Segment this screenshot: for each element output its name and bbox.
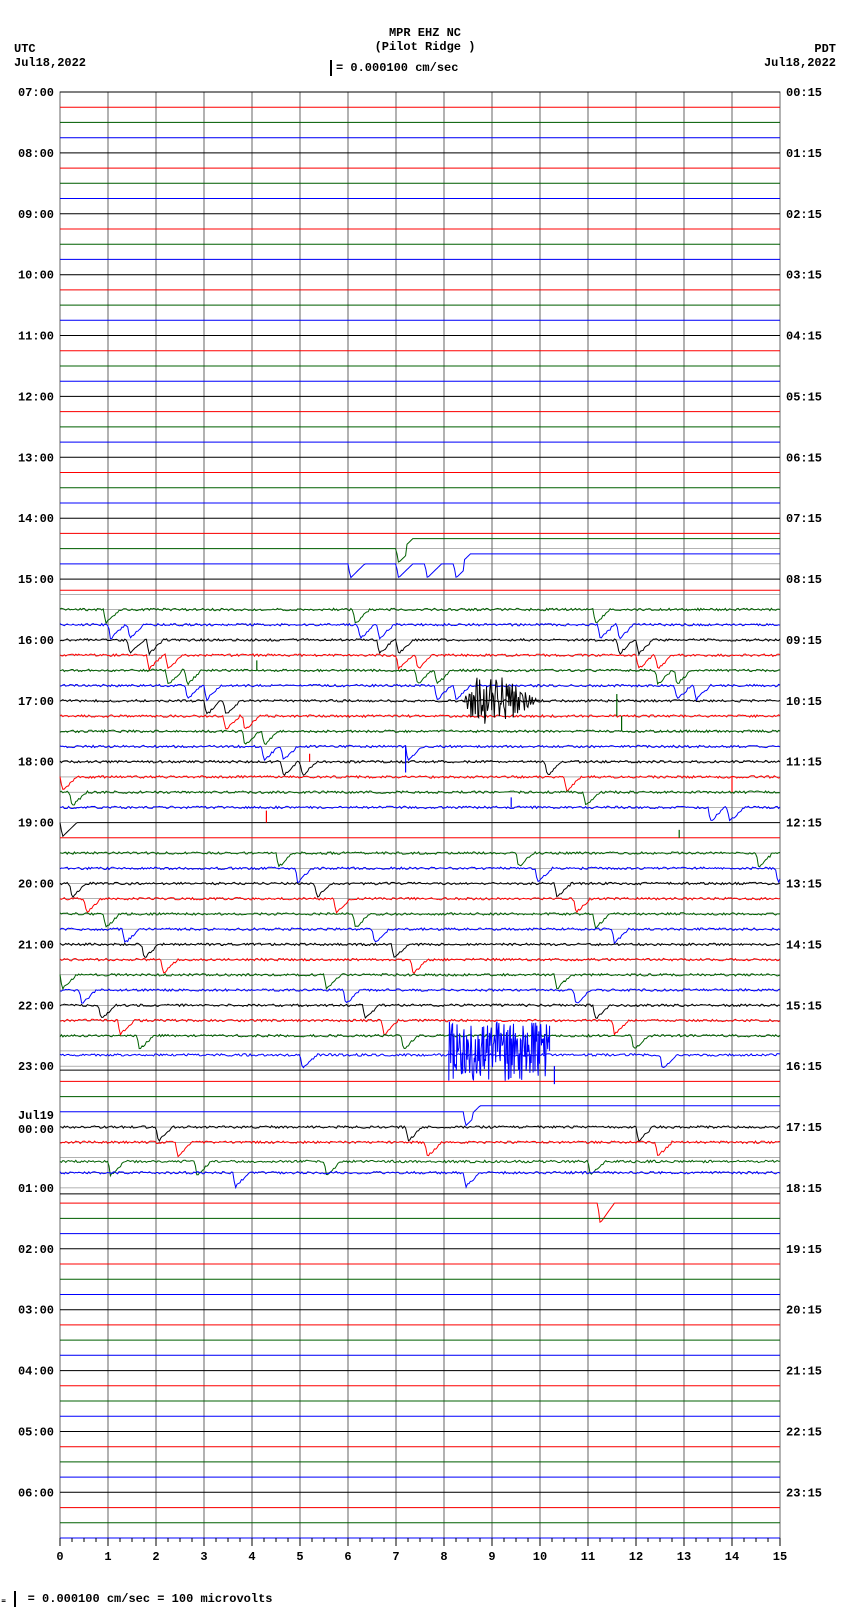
svg-text:22:00: 22:00 <box>18 999 54 1013</box>
svg-text:19:15: 19:15 <box>786 1243 822 1257</box>
footer-scale: ₌ = 0.000100 cm/sec = 100 microvolts <box>0 1591 272 1607</box>
svg-text:23:15: 23:15 <box>786 1486 822 1500</box>
svg-text:18:15: 18:15 <box>786 1182 822 1196</box>
svg-text:10:15: 10:15 <box>786 695 822 709</box>
svg-text:08:00: 08:00 <box>18 147 54 161</box>
svg-text:15:15: 15:15 <box>786 999 822 1013</box>
svg-text:19:00: 19:00 <box>18 817 54 831</box>
svg-text:21:00: 21:00 <box>18 938 54 952</box>
svg-text:11:15: 11:15 <box>786 756 822 770</box>
svg-text:20:15: 20:15 <box>786 1304 822 1318</box>
svg-text:09:15: 09:15 <box>786 634 822 648</box>
svg-text:15: 15 <box>773 1550 787 1564</box>
svg-text:0: 0 <box>56 1550 63 1564</box>
svg-text:16:00: 16:00 <box>18 634 54 648</box>
svg-text:01:15: 01:15 <box>786 147 822 161</box>
svg-text:05:15: 05:15 <box>786 390 822 404</box>
svg-text:10: 10 <box>533 1550 547 1564</box>
svg-text:13:15: 13:15 <box>786 877 822 891</box>
svg-text:01:00: 01:00 <box>18 1182 54 1196</box>
svg-text:14:00: 14:00 <box>18 512 54 526</box>
svg-text:03:00: 03:00 <box>18 1304 54 1318</box>
svg-text:00:15: 00:15 <box>786 86 822 100</box>
svg-text:3: 3 <box>200 1550 207 1564</box>
svg-text:07:15: 07:15 <box>786 512 822 526</box>
svg-text:07:00: 07:00 <box>18 86 54 100</box>
svg-text:18:00: 18:00 <box>18 756 54 770</box>
svg-text:17:00: 17:00 <box>18 695 54 709</box>
svg-text:06:00: 06:00 <box>18 1486 54 1500</box>
seismogram-plot: 012345678910111213141507:0000:1508:0001:… <box>0 0 850 1613</box>
svg-text:13: 13 <box>677 1550 691 1564</box>
svg-text:08:15: 08:15 <box>786 573 822 587</box>
svg-text:5: 5 <box>296 1550 303 1564</box>
svg-text:09:00: 09:00 <box>18 208 54 222</box>
svg-text:7: 7 <box>392 1550 399 1564</box>
svg-text:21:15: 21:15 <box>786 1365 822 1379</box>
svg-text:8: 8 <box>440 1550 447 1564</box>
svg-text:04:00: 04:00 <box>18 1365 54 1379</box>
svg-text:14:15: 14:15 <box>786 938 822 952</box>
svg-text:02:00: 02:00 <box>18 1243 54 1257</box>
svg-text:6: 6 <box>344 1550 351 1564</box>
svg-text:04:15: 04:15 <box>786 330 822 344</box>
svg-text:02:15: 02:15 <box>786 208 822 222</box>
svg-text:11: 11 <box>581 1550 595 1564</box>
svg-text:12:15: 12:15 <box>786 817 822 831</box>
svg-text:06:15: 06:15 <box>786 451 822 465</box>
svg-text:4: 4 <box>248 1550 255 1564</box>
svg-text:12: 12 <box>629 1550 643 1564</box>
svg-text:05:00: 05:00 <box>18 1425 54 1439</box>
svg-text:23:00: 23:00 <box>18 1060 54 1074</box>
svg-text:12:00: 12:00 <box>18 390 54 404</box>
svg-text:03:15: 03:15 <box>786 269 822 283</box>
svg-text:13:00: 13:00 <box>18 451 54 465</box>
svg-text:Jul19: Jul19 <box>18 1109 54 1123</box>
svg-text:2: 2 <box>152 1550 159 1564</box>
svg-text:9: 9 <box>488 1550 495 1564</box>
seismogram-container: MPR EHZ NC (Pilot Ridge ) = 0.000100 cm/… <box>0 0 850 1613</box>
svg-text:17:15: 17:15 <box>786 1121 822 1135</box>
svg-text:10:00: 10:00 <box>18 269 54 283</box>
svg-text:22:15: 22:15 <box>786 1425 822 1439</box>
svg-text:20:00: 20:00 <box>18 877 54 891</box>
svg-text:14: 14 <box>725 1550 739 1564</box>
svg-text:1: 1 <box>104 1550 111 1564</box>
svg-text:16:15: 16:15 <box>786 1060 822 1074</box>
svg-text:00:00: 00:00 <box>18 1123 54 1137</box>
svg-text:15:00: 15:00 <box>18 573 54 587</box>
svg-text:11:00: 11:00 <box>18 330 54 344</box>
